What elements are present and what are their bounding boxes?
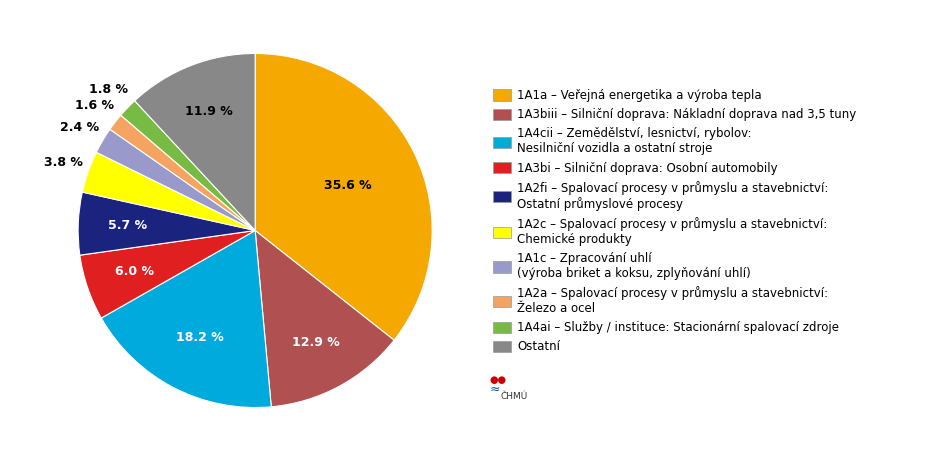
Wedge shape xyxy=(96,129,255,230)
Text: 3.8 %: 3.8 % xyxy=(43,156,82,170)
Legend: 1A1a – Veřejná energetika a výroba tepla, 1A3biii – Silniční doprava: Nákladní d: 1A1a – Veřejná energetika a výroba tepla… xyxy=(492,89,855,354)
Text: ČHMÚ: ČHMÚ xyxy=(500,392,528,401)
Text: ≈: ≈ xyxy=(489,383,499,396)
Wedge shape xyxy=(255,53,431,340)
Text: 35.6 %: 35.6 % xyxy=(324,179,371,192)
Wedge shape xyxy=(255,230,394,407)
Wedge shape xyxy=(110,115,255,230)
Wedge shape xyxy=(121,101,255,231)
Wedge shape xyxy=(78,192,255,255)
Text: 1.6 %: 1.6 % xyxy=(75,100,113,112)
Text: 2.4 %: 2.4 % xyxy=(60,121,99,134)
Text: 6.0 %: 6.0 % xyxy=(115,265,154,278)
Text: 18.2 %: 18.2 % xyxy=(176,331,223,344)
Wedge shape xyxy=(101,230,271,408)
Text: 5.7 %: 5.7 % xyxy=(109,219,147,232)
Wedge shape xyxy=(80,230,255,318)
Text: 11.9 %: 11.9 % xyxy=(184,106,232,118)
Text: 1.8 %: 1.8 % xyxy=(89,83,127,96)
Wedge shape xyxy=(135,53,255,230)
Text: 12.9 %: 12.9 % xyxy=(292,336,340,349)
Wedge shape xyxy=(82,152,255,230)
Text: ●●: ●● xyxy=(489,375,506,385)
